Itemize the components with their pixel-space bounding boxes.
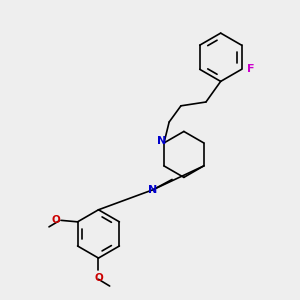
Text: N: N xyxy=(148,185,158,195)
Text: F: F xyxy=(247,64,254,74)
Text: O: O xyxy=(51,215,60,225)
Text: O: O xyxy=(94,273,103,284)
Text: N: N xyxy=(157,136,166,146)
